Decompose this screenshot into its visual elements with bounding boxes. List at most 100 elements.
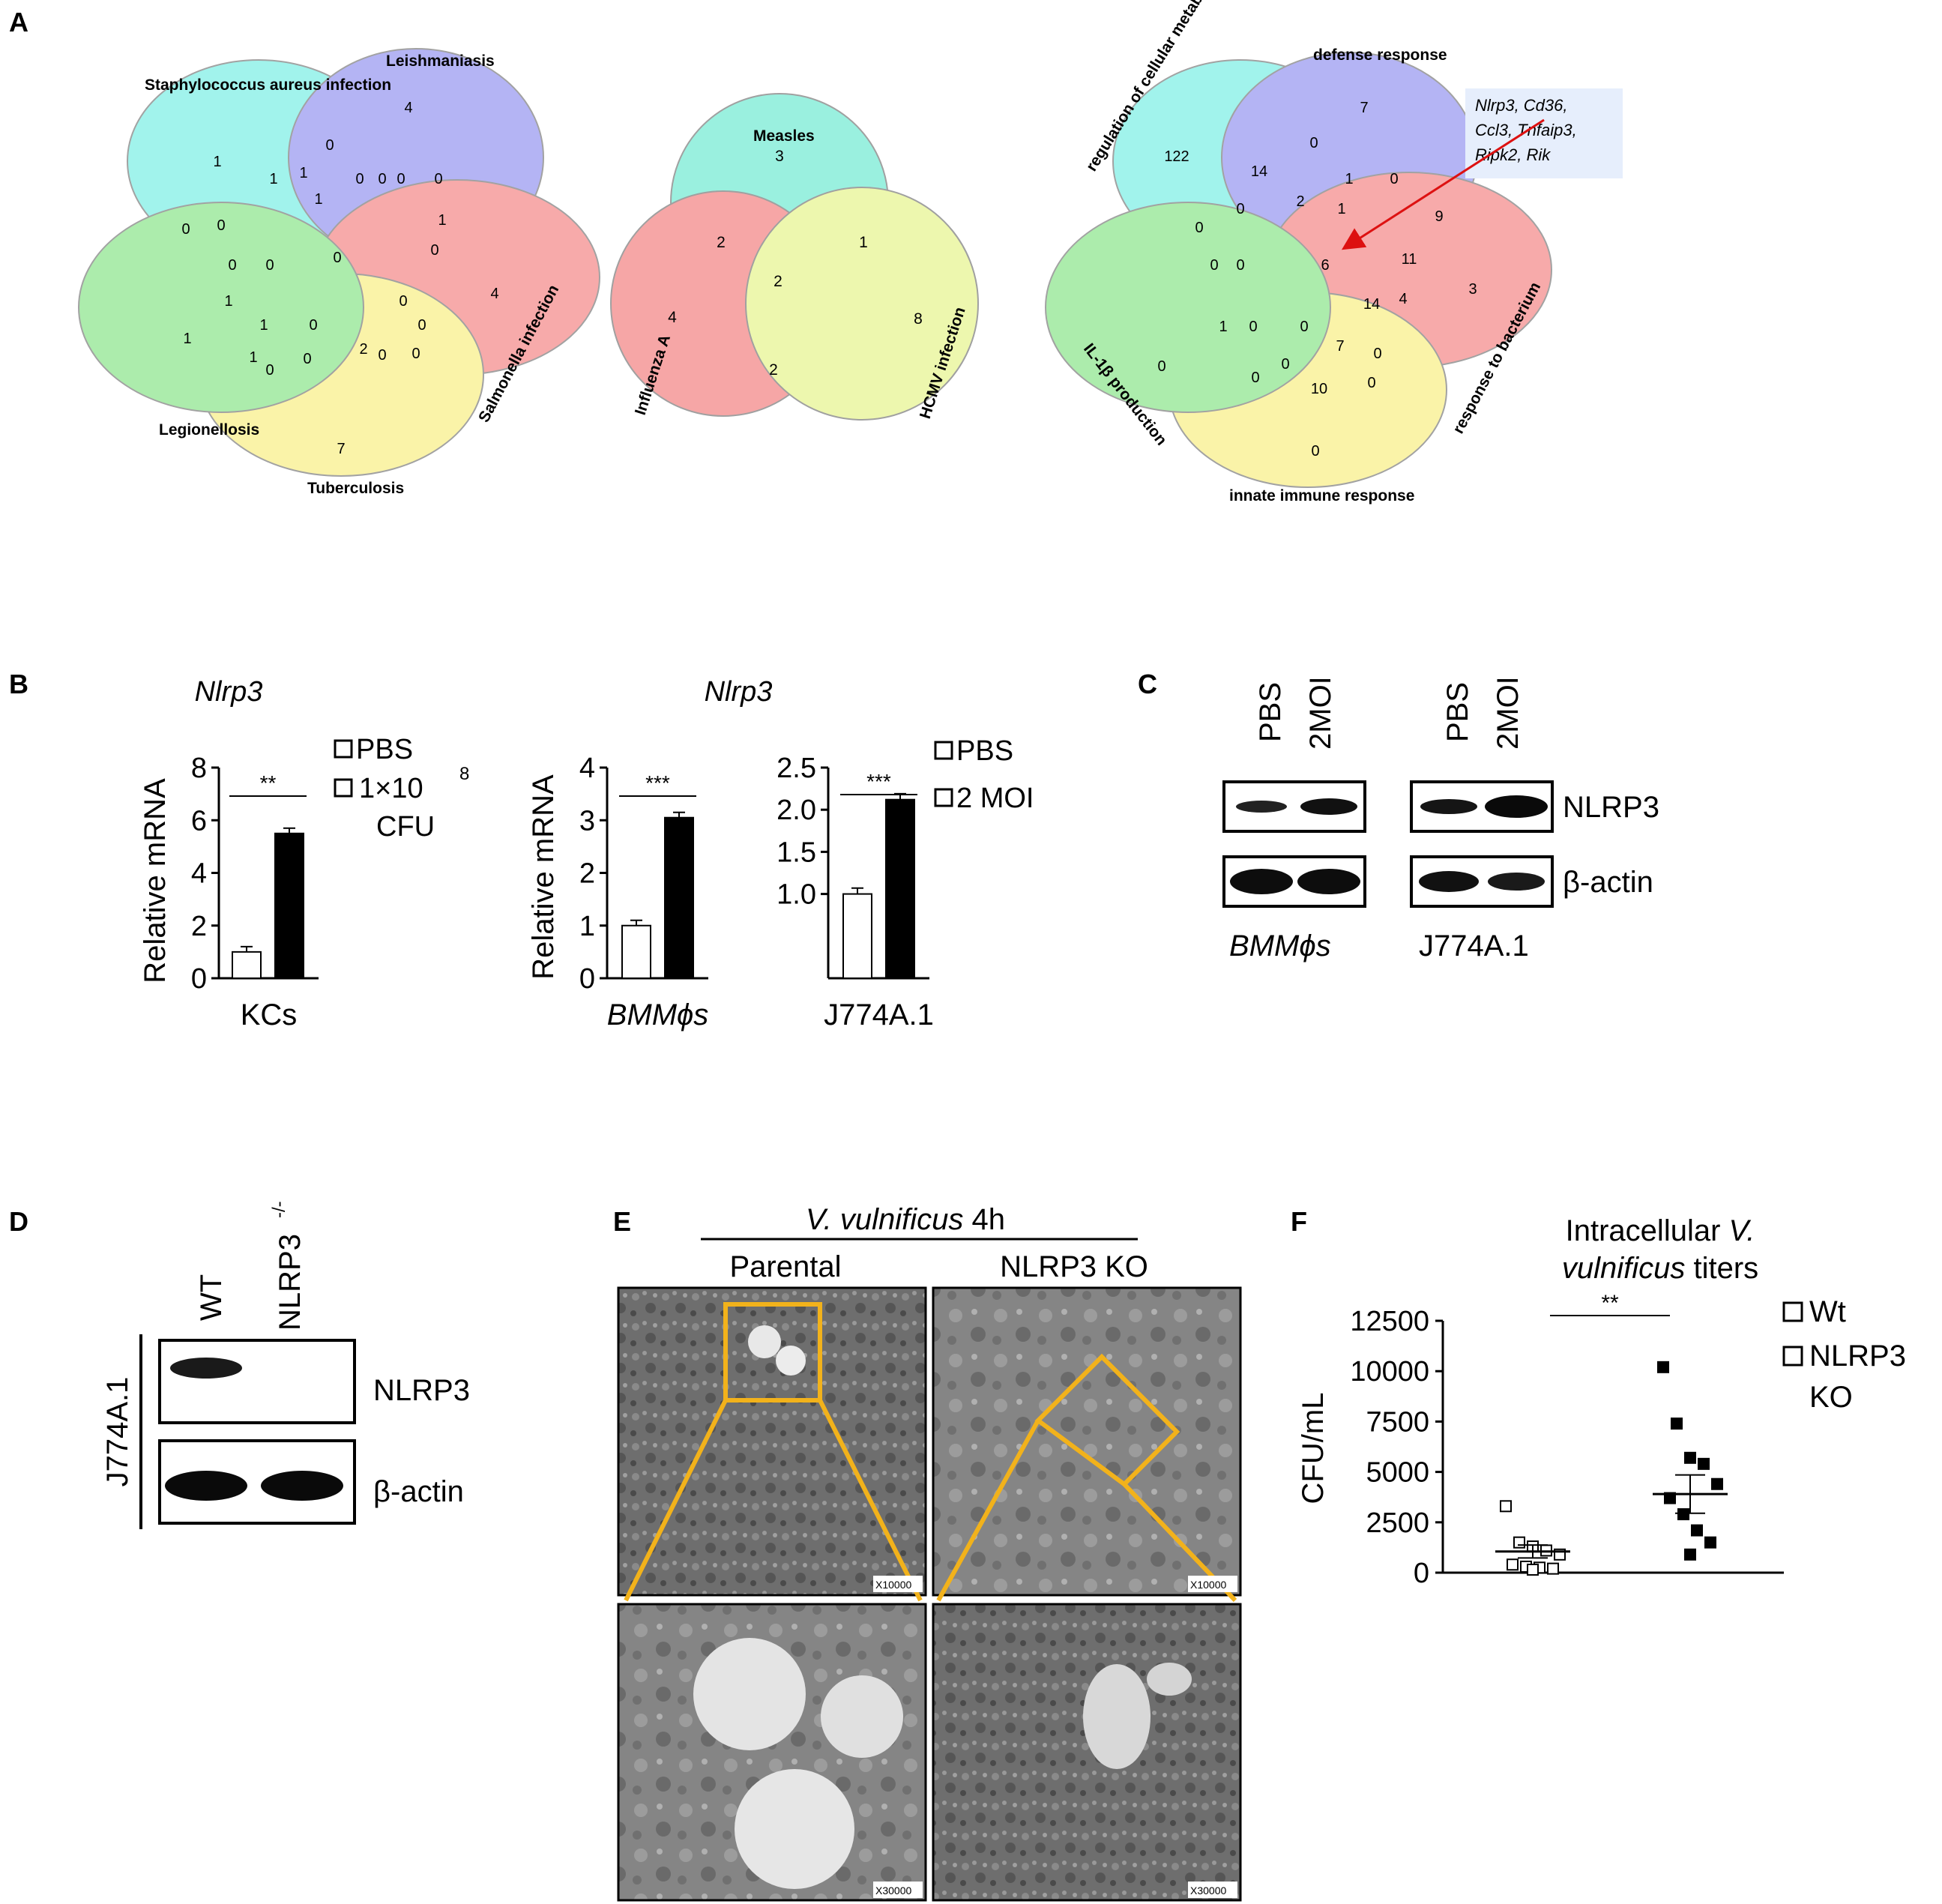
f-legend-swatch-wt: [1782, 1301, 1803, 1322]
venn-set-il1b: [1045, 202, 1331, 413]
panel-letter-e: E: [613, 1206, 631, 1237]
e-zoom-box-parental: [723, 1302, 822, 1403]
venn-set-hcmv: [745, 187, 979, 421]
venn-set-metabolic: [1112, 59, 1369, 263]
y-tick-label: 10000: [1350, 1356, 1429, 1388]
venn-count: 0: [378, 171, 386, 187]
bar: [621, 924, 651, 979]
venn-go-label-innate: innate immune response: [1229, 487, 1414, 504]
e-mag-box: [1188, 1882, 1237, 1898]
c-lane-label: 2MOI: [1304, 676, 1337, 750]
b-title-kc: Nlrp3: [195, 676, 263, 708]
e-zoom-line: [818, 1399, 923, 1602]
venn-count: 1: [438, 212, 446, 229]
data-point: [1711, 1477, 1723, 1490]
panel-e: V. vulnificus 4h Parental NLRP3 KO X1000…: [617, 1203, 1242, 1902]
venn-count: 0: [1195, 220, 1203, 236]
venn-go-callout-box: [1465, 88, 1623, 178]
panel-letter-b: B: [9, 669, 28, 699]
significance-label: **: [1601, 1291, 1619, 1316]
c-band: [1297, 869, 1360, 894]
venn-kegg: Staphylococcus aureus infection Leishman…: [78, 48, 600, 497]
e-em-ko-10k: [932, 1286, 1242, 1597]
venn-count: 1: [1337, 201, 1345, 217]
venn-count: 14: [1363, 296, 1380, 313]
y-tick-label: 2: [579, 858, 595, 890]
e-col-parental: Parental: [730, 1250, 842, 1283]
venn-go-callout-line: Ccl3, Tnfaip3,: [1475, 121, 1577, 139]
venn-count: 0: [1300, 319, 1308, 335]
b-title-bm: Nlrp3: [705, 676, 773, 708]
venn-set-salmonella: [314, 179, 600, 376]
venn-count: 0: [228, 257, 236, 274]
venn-kegg-label-tb: Tuberculosis: [307, 480, 404, 497]
venn-count: 0: [1311, 443, 1319, 460]
y-tick-label: 0: [579, 963, 595, 995]
y-tick-label: 8: [191, 753, 207, 784]
c-lane-label: PBS: [1441, 682, 1474, 742]
e-em-ko-30k: [932, 1603, 1242, 1902]
data-point: [1704, 1536, 1716, 1549]
f-title-line2: vulnificus titers: [1562, 1252, 1758, 1285]
venn-count: 0: [1251, 370, 1259, 386]
e-header-rest: 4h: [963, 1203, 1005, 1236]
panel-d: WT NLRP3 -/- NLRP3 β-actin J774A.1: [101, 1201, 470, 1529]
venn-count: 10: [1311, 381, 1327, 397]
f-ylabel: CFU/mL: [1297, 1393, 1330, 1504]
venn-count: 1: [183, 331, 191, 347]
b-legend-swatch-pbs2: [934, 741, 953, 760]
y-tick-label: 4: [191, 858, 207, 890]
venn-count: 0: [1249, 319, 1257, 335]
e-zoom-box-ko: [1034, 1353, 1180, 1487]
b-legend-pbs2: PBS: [956, 735, 1013, 767]
venn-count: 7: [337, 441, 345, 457]
bar: [664, 816, 694, 980]
c-lane-label: 2MOI: [1492, 676, 1525, 750]
data-point: [1664, 1492, 1676, 1504]
c-band: [1300, 798, 1357, 815]
venn-virus: Measles Influenza A HCMV infection 3 4 8…: [610, 93, 979, 421]
e-vacuole: [776, 1346, 806, 1376]
venn-set-bacterium: [1266, 172, 1552, 368]
venn-count: 0: [1236, 257, 1244, 274]
venn-count: 1: [269, 171, 277, 187]
b-legend-cfu-b: CFU: [376, 811, 435, 843]
panel-letter-f: F: [1291, 1206, 1307, 1237]
d-lane-ko-sup: -/-: [269, 1201, 289, 1218]
d-lane-ko: NLRP3: [274, 1234, 307, 1331]
significance-label: ***: [645, 771, 670, 795]
venn-count: 0: [217, 217, 225, 234]
c-lane-label: PBS: [1254, 682, 1287, 742]
e-mag-box: [1188, 1576, 1237, 1592]
e-vacuole: [735, 1769, 854, 1889]
chart-f: 0 2500 5000 7500 10000 12500 **: [1350, 1291, 1784, 1589]
e-vacuole: [1147, 1663, 1192, 1696]
y-tick-label: 1.5: [777, 837, 816, 868]
e-col-ko: NLRP3 KO: [1000, 1250, 1148, 1283]
y-tick-label: 5000: [1366, 1457, 1429, 1489]
f-legend-ko1: NLRP3: [1809, 1340, 1906, 1373]
bar: [232, 951, 262, 979]
e-mag-box: [873, 1576, 923, 1592]
b-legend-swatch-moi: [934, 788, 953, 807]
venn-count: 0: [303, 351, 311, 367]
y-tick-label: 2.0: [777, 795, 816, 826]
f-legend-ko2: KO: [1809, 1381, 1853, 1414]
data-point: [1677, 1508, 1689, 1521]
c-cell-j774: J774A.1: [1419, 930, 1529, 962]
f-title-d: titers: [1685, 1252, 1758, 1285]
venn-count: 0: [355, 171, 364, 187]
significance-label: ***: [866, 770, 891, 793]
data-point: [1671, 1418, 1683, 1430]
venn-count: 1: [1219, 319, 1227, 335]
venn-count: 4: [490, 286, 498, 302]
d-cell-label: J774A.1: [101, 1377, 134, 1487]
venn-kegg-label-staph: Staphylococcus aureus infection: [145, 76, 391, 94]
bar: [885, 798, 915, 980]
c-band: [1236, 801, 1287, 813]
venn-count: 0: [181, 221, 190, 238]
e-vacuole: [693, 1638, 806, 1750]
y-tick-label: 2: [191, 911, 207, 942]
venn-count: 4: [668, 309, 677, 326]
